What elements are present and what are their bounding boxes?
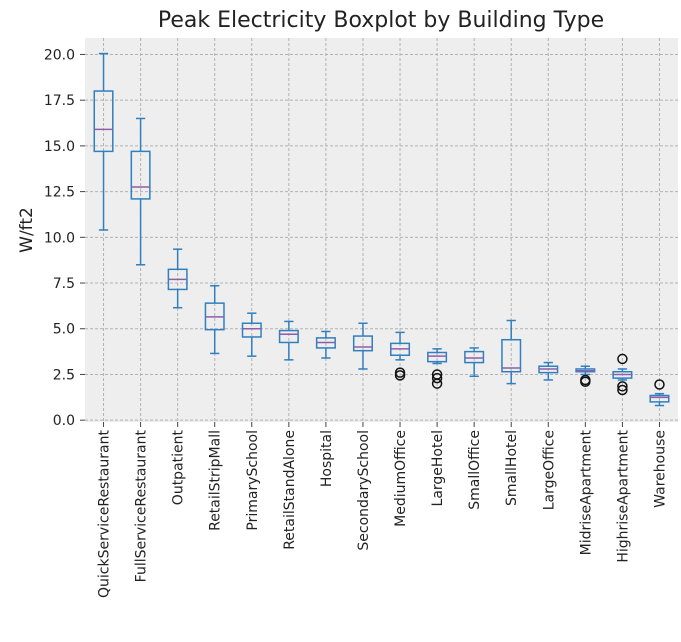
x-tick-label: SmallOffice (467, 430, 483, 510)
x-tick-label: MediumOffice (393, 430, 409, 527)
y-tick-label: 0.0 (53, 413, 75, 429)
box (130, 150, 151, 200)
flier (617, 353, 628, 365)
x-tick-label: HighriseApartment (615, 429, 631, 562)
flier (654, 379, 665, 390)
box (501, 338, 522, 373)
x-tick-label: Warehouse (652, 430, 668, 508)
x-tick-label: Hospital (319, 430, 335, 487)
y-tick-label: 15.0 (44, 139, 75, 155)
chart-title: Peak Electricity Boxplot by Building Typ… (158, 8, 604, 33)
y-tick-label: 7.5 (53, 276, 75, 292)
x-tick-label: LargeHotel (430, 430, 446, 506)
box (241, 322, 262, 338)
x-tick-label: RetailStripMall (208, 430, 224, 531)
box (352, 335, 373, 352)
y-tick-label: 20.0 (44, 47, 75, 63)
x-tick-label: FullServiceRestaurant (134, 429, 150, 582)
y-tick-label: 12.5 (44, 185, 75, 201)
x-tick-label: SmallHotel (504, 430, 520, 506)
y-tick-label: 10.0 (44, 230, 75, 246)
y-tick-label: 5.0 (53, 322, 75, 338)
x-tick-label: QuickServiceRestaurant (97, 430, 113, 598)
x-tick-label: SecondarySchool (356, 430, 372, 551)
plot-area (85, 38, 678, 422)
x-tick-label: MidriseApartment (578, 429, 594, 555)
box (93, 90, 114, 153)
flier (394, 367, 406, 378)
box (649, 394, 670, 403)
flier (431, 372, 443, 384)
flier (617, 381, 628, 392)
x-tick-label: RetailStandAlone (282, 430, 298, 550)
y-axis-label: W/ft2 (17, 207, 37, 253)
x-tick-label: PrimarySchool (245, 430, 261, 531)
box (278, 329, 299, 344)
flier (394, 370, 406, 381)
x-tick-label: LargeOffice (541, 430, 557, 510)
flier (580, 376, 591, 388)
flier (617, 384, 628, 396)
y-tick-label: 17.5 (44, 93, 75, 109)
y-tick-label: 2.5 (53, 367, 75, 383)
x-tick-label: Outpatient (171, 429, 187, 505)
box (427, 351, 448, 363)
flier (431, 378, 443, 389)
box (464, 350, 485, 364)
